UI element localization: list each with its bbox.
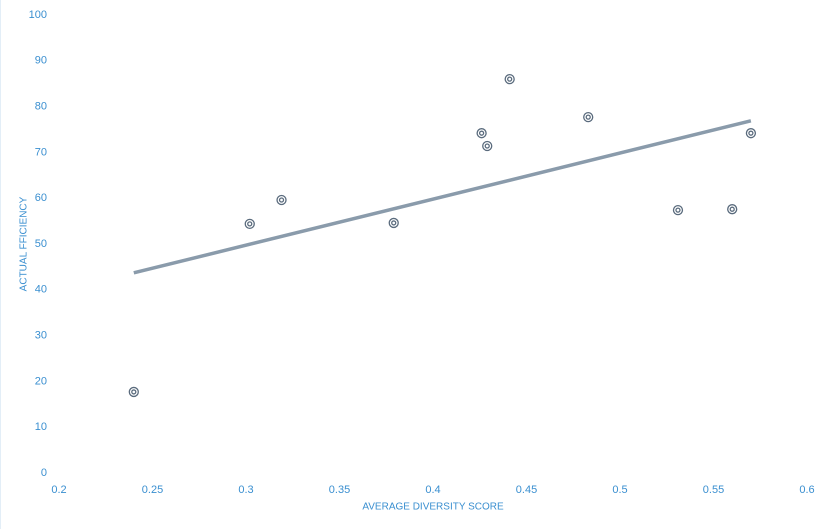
point-ring <box>482 140 493 152</box>
point-ring <box>478 130 485 136</box>
y-tick-label: 60 <box>35 192 47 204</box>
x-tick-label: 0.35 <box>329 484 350 496</box>
y-axis-title: ACTUAL FFICIENCY <box>19 196 30 291</box>
x-tick-label: 0.4 <box>425 484 440 496</box>
point-ring <box>131 389 137 395</box>
y-tick-label: 20 <box>35 375 47 387</box>
x-tick-label: 0.25 <box>142 484 163 496</box>
point-ring <box>727 204 738 215</box>
x-tick-label: 0.55 <box>703 484 724 496</box>
trend-line <box>133 119 752 275</box>
y-tick-label: 80 <box>35 101 47 113</box>
y-tick-label: 0 <box>41 467 47 479</box>
data-point <box>504 73 515 85</box>
x-tick-label: 0.5 <box>612 484 627 496</box>
point-ring <box>388 217 399 229</box>
data-point <box>482 140 493 152</box>
x-tick-label: 0.6 <box>799 484 814 496</box>
point-ring <box>504 73 515 85</box>
point-ring <box>128 386 139 398</box>
data-point <box>276 194 287 206</box>
point-ring <box>476 128 487 139</box>
data-point <box>745 128 757 139</box>
x-tick-label: 0.3 <box>238 484 253 496</box>
point-ring <box>507 76 513 82</box>
y-tick-label: 10 <box>35 421 47 433</box>
point-ring <box>391 220 397 226</box>
y-tick-label: 70 <box>35 146 47 158</box>
data-point <box>583 111 594 123</box>
point-ring <box>583 111 594 123</box>
point-ring <box>585 114 591 120</box>
data-point <box>476 128 487 139</box>
y-tick-label: 50 <box>35 238 47 250</box>
data-point <box>388 217 399 229</box>
point-ring <box>276 194 287 206</box>
x-tick-label: 0.45 <box>516 484 537 496</box>
data-point <box>727 204 738 215</box>
point-ring <box>748 130 754 136</box>
point-ring <box>672 204 684 216</box>
point-ring <box>729 206 735 212</box>
y-tick-label: 100 <box>29 9 47 21</box>
x-axis-title: AVERAGE DIVERSITY SCORE <box>362 502 504 513</box>
point-ring <box>278 197 285 203</box>
y-tick-label: 40 <box>35 284 47 296</box>
data-point <box>672 204 684 216</box>
y-tick-label: 90 <box>35 55 47 67</box>
point-ring <box>675 207 681 213</box>
point-ring <box>745 128 757 139</box>
data-point <box>244 218 255 229</box>
data-point <box>128 386 139 398</box>
point-ring <box>244 218 255 229</box>
point-ring <box>247 221 253 227</box>
point-ring <box>484 143 490 149</box>
y-tick-label: 30 <box>35 330 47 342</box>
x-tick-label: 0.2 <box>51 484 66 496</box>
